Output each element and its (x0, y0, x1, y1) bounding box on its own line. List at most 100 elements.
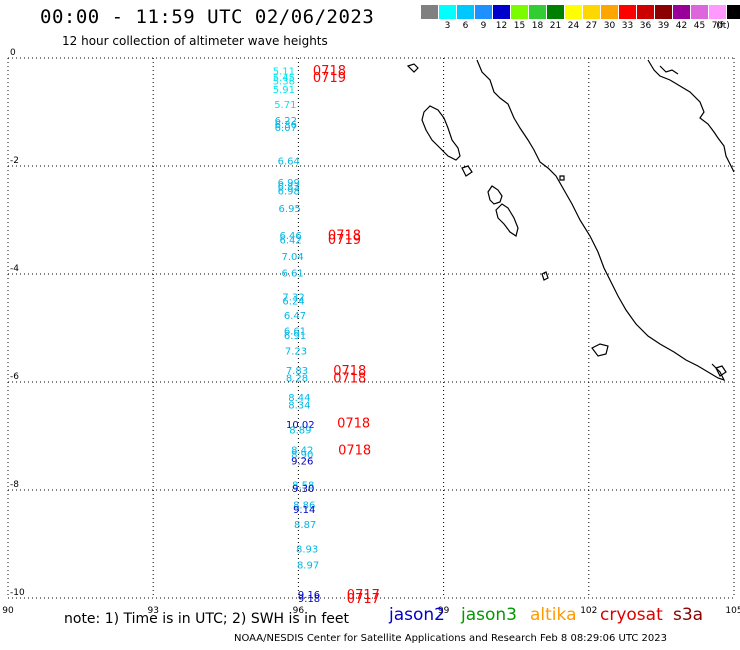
wave-height-label: 7.23 (285, 347, 307, 358)
legend-swatch (565, 5, 583, 19)
satellite-name: jason2 (389, 605, 445, 625)
island-siberut (495, 203, 519, 237)
pass-time-label: 0717 (347, 592, 380, 607)
legend-label: 70 (711, 21, 724, 31)
wave-height-values: 5.115.455.385.91 5.71 6.226.366.07 6.64 6.99… (273, 66, 320, 605)
legend-label: 36 (639, 21, 652, 31)
legend-label: 24 (567, 21, 580, 31)
legend-label: 3 (444, 21, 451, 31)
wave-height-label: 6.98 (278, 186, 300, 197)
legend-label: 39 (657, 21, 670, 31)
legend-swatch (691, 5, 709, 19)
legend-swatch (547, 5, 565, 19)
y-tick-label: 0 (10, 48, 16, 58)
legend-swatch (511, 5, 529, 19)
island-small-1 (715, 365, 727, 377)
wave-height-label: 6.99 (278, 178, 300, 189)
wave-height-label: 6.24 (282, 296, 304, 307)
wave-height-label: 5.38 (273, 77, 295, 88)
wave-height-label: 9.14 (293, 505, 315, 516)
legend-swatch (601, 5, 619, 19)
legend-swatch (457, 5, 475, 19)
wave-height-label: 8.97 (297, 561, 319, 572)
wave-height-label: 6.83 (278, 182, 300, 193)
legend-label: 6 (462, 21, 469, 31)
wave-height-label: 5.91 (273, 85, 295, 96)
legend-swatch (493, 5, 511, 19)
legend-unit: (ft) (716, 21, 730, 31)
x-tick-label: 96 (293, 606, 305, 616)
wave-height-label: 9.16 (298, 590, 320, 601)
wave-height-label: 8.90 (291, 450, 313, 461)
island-small-2 (559, 175, 565, 181)
wave-height-label: 8.34 (288, 401, 310, 412)
satellite-name: cryosat (600, 605, 663, 625)
legend-swatch (421, 5, 439, 19)
wave-height-label: 9.18 (298, 594, 320, 605)
x-tick-label: 99 (438, 606, 450, 616)
legend-label: 27 (585, 21, 598, 31)
legend-label: 12 (495, 21, 508, 31)
wave-height-label: 6.47 (284, 311, 306, 322)
wave-height-label: 6.07 (275, 123, 297, 134)
island-nias (487, 185, 503, 205)
legend-label: 18 (531, 21, 544, 31)
satellite-name: s3a (673, 605, 704, 625)
legend-label: 45 (693, 21, 706, 31)
wave-height-label: 6.95 (279, 204, 301, 215)
legend-label: 33 (621, 21, 634, 31)
lat-lon-grid (7, 57, 735, 599)
wave-height-label: 7.83 (286, 366, 308, 377)
pass-time-label: 0718 (337, 417, 370, 432)
y-tick-label: -8 (10, 480, 19, 490)
wave-height-label: 10.02 (286, 420, 315, 431)
y-tick-label: -10 (10, 588, 25, 598)
legend-swatch (655, 5, 673, 19)
wave-height-label: 5.11 (273, 66, 295, 77)
wave-height-label: 6.42 (280, 235, 302, 246)
coastline-inlet (659, 65, 679, 75)
legend-swatch (583, 5, 601, 19)
credit-line: NOAA/NESDIS Center for Satellite Applica… (234, 633, 667, 644)
y-tick-label: -2 (10, 156, 19, 166)
wave-height-label: 8.93 (296, 544, 318, 555)
wave-height-label: 8.58 (292, 481, 314, 492)
pass-time-label: 0719 (313, 71, 346, 86)
legend-swatch (475, 5, 493, 19)
legend-label: 30 (603, 21, 616, 31)
legend-swatch (673, 5, 691, 19)
pass-time-label: 0718 (338, 444, 371, 459)
footer-note: note: 1) Time is in UTC; 2) SWH is in fe… (64, 611, 350, 627)
wave-height-label: 8.42 (291, 446, 313, 457)
pass-time-label: 0718 (328, 229, 361, 244)
x-tick-label: 90 (2, 606, 14, 616)
legend-swatch (727, 5, 740, 19)
wave-height-label: 8.28 (286, 374, 308, 385)
pass-time-label: 0719 (328, 233, 361, 248)
pass-time-label: 0718 (333, 364, 366, 379)
chart-title: 00:00 - 11:59 UTC 02/06/2023 (40, 6, 375, 28)
wave-height-label: 8.44 (288, 393, 310, 404)
sumatra-coastline (406, 59, 735, 382)
x-tick-label: 93 (147, 606, 158, 616)
pass-time-label: 0717 (347, 588, 380, 603)
y-tick-label: -4 (10, 264, 19, 274)
wave-height-label: 6.61 (281, 268, 303, 279)
wave-height-label: 6.64 (278, 157, 300, 168)
legend-label: 42 (675, 21, 688, 31)
coastline-peninsula (647, 59, 735, 173)
island-enggano (591, 343, 609, 357)
legend-swatch (709, 5, 727, 19)
wave-height-label: 6.61 (284, 327, 306, 338)
legend-label: 21 (549, 21, 562, 31)
legend-labels: 3 6 9 12 15 18 21 24 27 30 33 36 39 42 45 70 (ft) (421, 19, 740, 33)
wave-height-label: 5.71 (274, 100, 296, 111)
wave-height-label: 6.91 (284, 331, 306, 342)
legend-swatch (439, 5, 457, 19)
wave-height-label: 9.26 (291, 456, 313, 467)
axis-tick-labels: 90 93 96 99 102 105 0 -2 -4 -6 -8 -10 (2, 48, 740, 616)
coastline-mainland (476, 59, 726, 382)
wave-height-label: 6.46 (280, 231, 302, 242)
